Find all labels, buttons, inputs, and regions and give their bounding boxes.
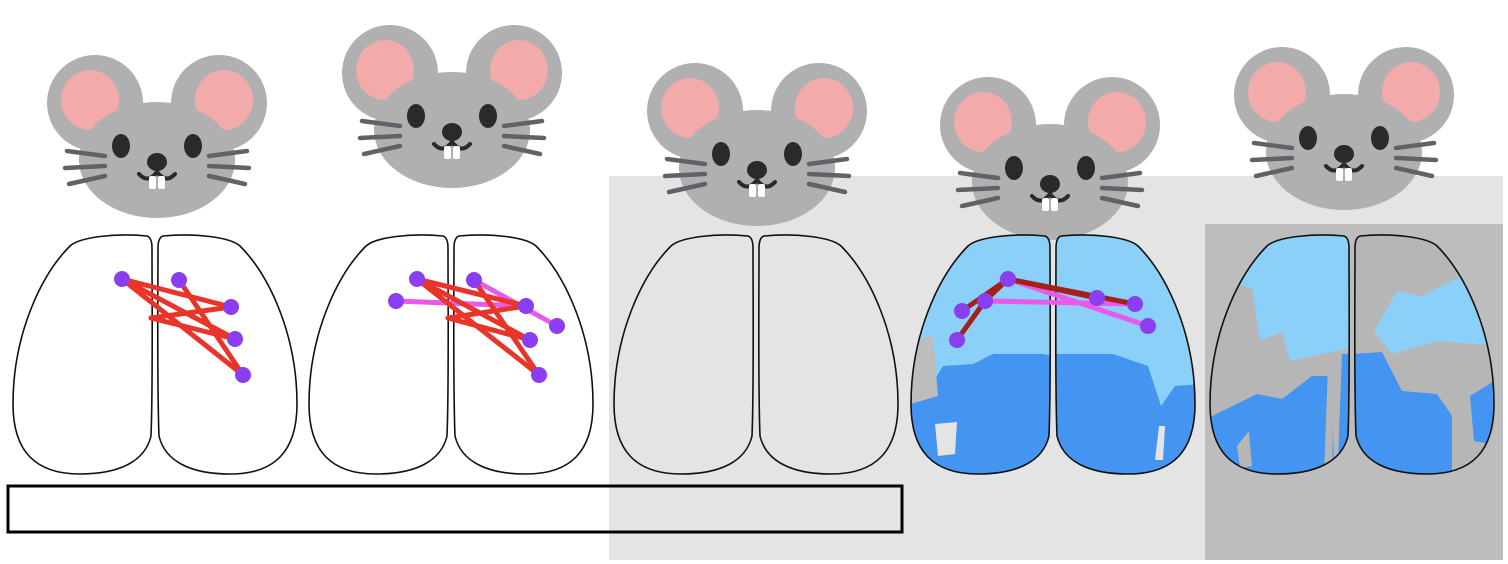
node <box>1000 271 1016 287</box>
node <box>223 299 239 315</box>
node <box>466 272 482 288</box>
brain-4-nodes <box>949 271 1156 348</box>
left-hemisphere <box>308 234 450 475</box>
mouse-face-icon <box>47 55 267 218</box>
brain-5 <box>1209 234 1495 475</box>
caption-box <box>6 484 904 534</box>
edge <box>445 303 529 321</box>
node <box>531 367 547 383</box>
node <box>954 303 970 319</box>
edge <box>148 315 238 342</box>
edge <box>414 276 533 343</box>
edge <box>119 276 238 342</box>
edge <box>176 277 246 378</box>
node <box>1127 296 1143 312</box>
node <box>388 293 404 309</box>
mouse-face-icon <box>342 25 562 188</box>
node <box>518 298 534 314</box>
brain-4-network-magenta <box>982 276 1151 329</box>
node <box>227 331 243 347</box>
brain-2 <box>308 234 594 475</box>
edge <box>1005 276 1138 307</box>
edge <box>954 298 988 343</box>
node <box>1089 290 1105 306</box>
node <box>522 332 538 348</box>
node <box>409 271 425 287</box>
brain-1-nodes <box>114 271 251 383</box>
left-hemisphere <box>12 234 154 475</box>
node <box>949 332 965 348</box>
node <box>171 272 187 288</box>
edge <box>982 298 1138 307</box>
node <box>235 367 251 383</box>
brain-1 <box>12 234 298 475</box>
brain-1-network <box>119 276 246 378</box>
edge <box>471 277 542 378</box>
node <box>1140 318 1156 334</box>
brain-2-nodes <box>388 271 565 383</box>
edge <box>445 315 533 343</box>
edge <box>414 276 529 309</box>
edge <box>119 276 234 310</box>
edge <box>148 304 234 321</box>
brain-2-network-red <box>414 276 542 378</box>
node <box>977 293 993 309</box>
node <box>114 271 130 287</box>
node <box>549 318 565 334</box>
